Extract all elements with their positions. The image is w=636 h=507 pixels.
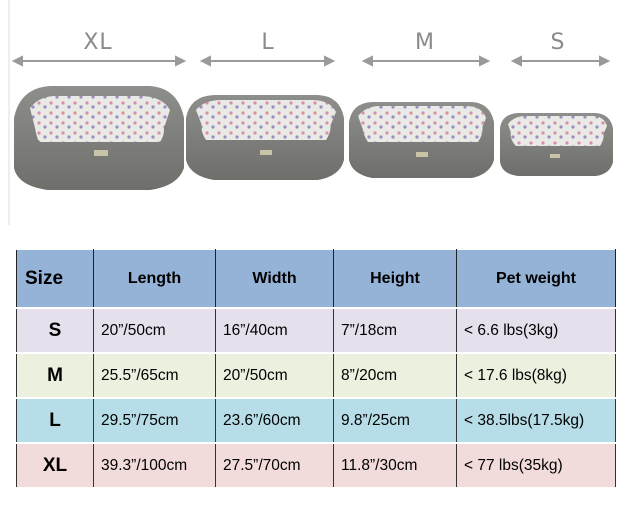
size-label-s: S — [550, 30, 566, 55]
cell-height: 8”/20cm — [333, 352, 457, 399]
cell-size: L — [16, 397, 94, 444]
cell-size: XL — [16, 442, 94, 488]
cell-length: 39.3”/100cm — [93, 442, 216, 488]
header-width: Width — [215, 249, 334, 309]
table-row: S 20”/50cm 16”/40cm 7”/18cm < 6.6 lbs(3k… — [16, 307, 616, 354]
dimension-arrows — [11, 55, 611, 67]
cell-width: 23.6”/60cm — [215, 397, 334, 444]
cell-height: 7”/18cm — [333, 307, 457, 354]
cell-length: 29.5”/75cm — [93, 397, 216, 444]
cell-width: 27.5”/70cm — [215, 442, 334, 488]
product-photo — [0, 0, 636, 225]
bed-s — [500, 113, 613, 176]
header-length: Length — [93, 249, 216, 309]
cell-width: 16”/40cm — [215, 307, 334, 354]
cell-weight: < 6.6 lbs(3kg) — [456, 307, 616, 354]
size-label-xl: XL — [83, 30, 113, 55]
header-height: Height — [333, 249, 457, 309]
size-table: Size Length Width Height Pet weight S 20… — [16, 249, 616, 488]
header-pet-weight: Pet weight — [456, 249, 616, 309]
cell-weight: < 38.5lbs(17.5kg) — [456, 397, 616, 444]
cell-height: 9.8”/25cm — [333, 397, 457, 444]
table-row: L 29.5”/75cm 23.6”/60cm 9.8”/25cm < 38.5… — [16, 397, 616, 444]
table-row: XL 39.3”/100cm 27.5”/70cm 11.8”/30cm < 7… — [16, 442, 616, 488]
bed-xl — [14, 86, 184, 190]
cell-length: 25.5”/65cm — [93, 352, 216, 399]
table-row: M 25.5”/65cm 20”/50cm 8”/20cm < 17.6 lbs… — [16, 352, 616, 399]
pet-beds-illustration — [8, 0, 613, 225]
cell-size: S — [16, 307, 94, 354]
table-header-row: Size Length Width Height Pet weight — [16, 249, 616, 309]
cell-weight: < 77 lbs(35kg) — [456, 442, 616, 488]
header-size: Size — [16, 249, 94, 309]
size-label-l: L — [261, 30, 275, 55]
cell-size: M — [16, 352, 94, 399]
cell-weight: < 17.6 lbs(8kg) — [456, 352, 616, 399]
bed-m — [349, 102, 494, 178]
size-label-m: M — [415, 30, 435, 55]
cell-height: 11.8”/30cm — [333, 442, 457, 488]
cell-width: 20”/50cm — [215, 352, 334, 399]
cell-length: 20”/50cm — [93, 307, 216, 354]
bed-l — [186, 95, 344, 180]
